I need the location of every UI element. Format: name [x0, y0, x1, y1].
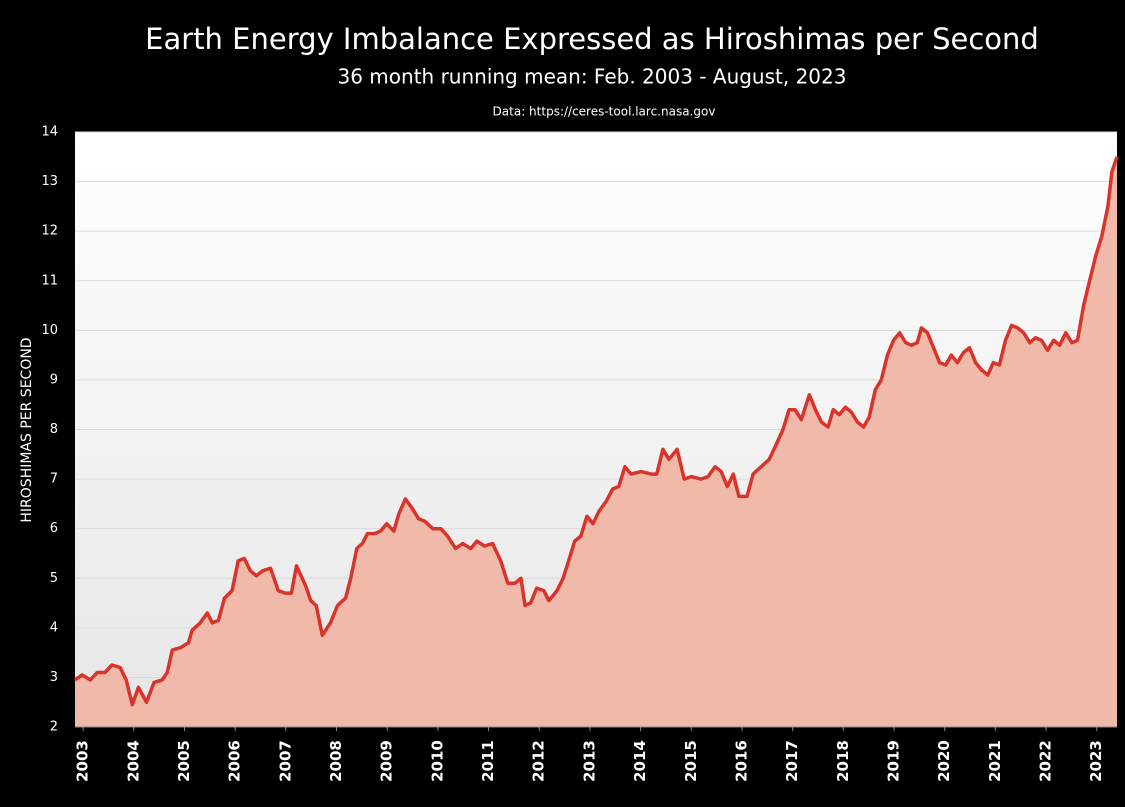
x-tick-label: 2015: [682, 740, 700, 782]
y-tick-label: 14: [41, 125, 58, 140]
x-tick-label: 2017: [783, 740, 801, 782]
y-tick-label: 10: [41, 323, 58, 338]
chart-title: Earth Energy Imbalance Expressed as Hiro…: [145, 22, 1039, 56]
x-tick-label: 2005: [175, 740, 193, 782]
x-tick-label: 2023: [1087, 740, 1105, 782]
x-tick-label: 2012: [530, 740, 548, 782]
x-tick-label: 2006: [226, 740, 244, 782]
y-tick-label: 12: [41, 224, 58, 239]
x-tick-label: 2007: [276, 740, 294, 782]
x-tick-label: 2018: [834, 740, 852, 782]
y-tick-label: 2: [50, 720, 58, 735]
y-tick-label: 4: [50, 620, 58, 635]
source-note: Data: https://ceres-tool.larc.nasa.gov: [493, 105, 716, 119]
y-tick-label: 7: [50, 472, 58, 487]
x-tick-label: 2013: [580, 740, 598, 782]
y-tick-label: 13: [41, 174, 58, 189]
y-tick-label: 11: [41, 273, 58, 288]
x-tick-label: 2009: [378, 740, 396, 782]
x-tick-label: 2014: [631, 740, 649, 782]
x-tick-label: 2008: [327, 740, 345, 782]
x-tick-label: 2021: [986, 740, 1004, 782]
x-tick-label: 2016: [732, 740, 750, 782]
chart-subtitle: 36 month running mean: Feb. 2003 - Augus…: [338, 65, 847, 89]
x-tick-label: 2004: [124, 740, 142, 782]
y-tick-label: 6: [50, 521, 58, 536]
y-tick-label: 5: [50, 571, 58, 586]
y-tick-label: 8: [50, 422, 58, 437]
y-axis-label: HIROSHIMAS PER SECOND: [19, 337, 35, 522]
x-tick-label: 2019: [885, 740, 903, 782]
x-tick-label: 2020: [935, 740, 953, 782]
data-line: [73, 156, 1119, 707]
x-tick-label: 2011: [479, 740, 497, 782]
y-tick-label: 3: [50, 670, 58, 685]
x-tick-label: 2003: [74, 740, 92, 782]
y-tick-label: 9: [50, 372, 58, 387]
area-fill: [75, 156, 1117, 728]
x-tick-label: 2010: [428, 740, 446, 782]
x-tick-label: 2022: [1037, 740, 1055, 782]
